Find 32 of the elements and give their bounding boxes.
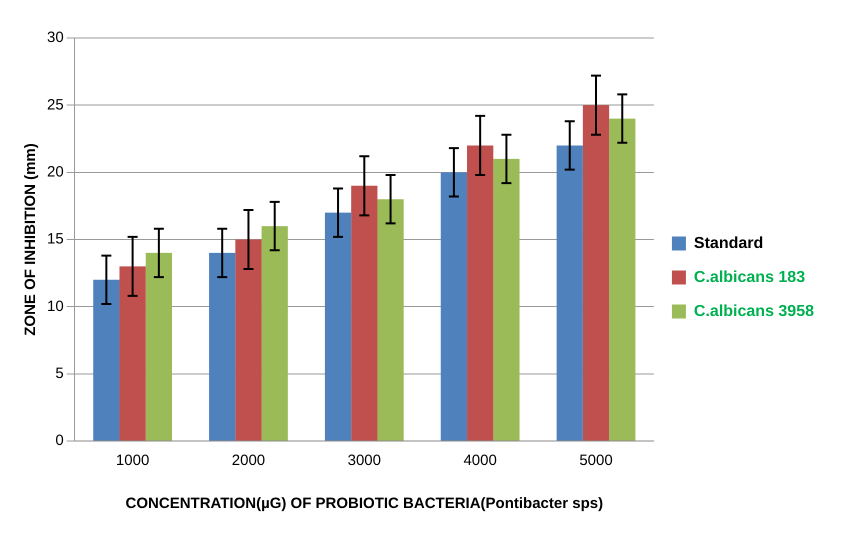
x-tick-label: 2000: [232, 452, 266, 470]
bar: [609, 118, 636, 440]
bar: [493, 158, 520, 440]
y-axis-title: ZONE OF INHIBITION (mm): [22, 143, 40, 336]
legend-label: C.albicans 3958: [694, 302, 814, 320]
bar: [262, 226, 288, 440]
bar: [235, 240, 262, 440]
y-tick-label: 20: [46, 163, 64, 180]
y-tick-label: 10: [46, 298, 64, 315]
bar: [209, 252, 236, 440]
bar: [93, 280, 120, 440]
bar: [146, 252, 172, 440]
bar: [582, 105, 610, 440]
bar: [119, 266, 146, 440]
x-axis-title: CONCENTRATION(µG) OF PROBIOTIC BACTERIA(Pontibacter sps): [126, 495, 604, 512]
bar: [351, 186, 378, 440]
y-tick-label: 15: [46, 230, 64, 248]
legend-label: Standard: [694, 234, 764, 252]
bar: [556, 145, 583, 440]
x-tick-label: 5000: [579, 452, 613, 470]
x-tick-label: 3000: [348, 452, 381, 470]
legend-label: C.albicans 183: [694, 268, 806, 286]
bar: [324, 212, 352, 440]
bar: [377, 199, 404, 440]
x-tick-label: 1000: [116, 452, 150, 470]
y-tick-label: 25: [46, 96, 64, 114]
y-tick-label: 30: [46, 29, 64, 46]
bar: [440, 172, 468, 440]
bar: [467, 145, 494, 440]
y-tick-label: 5: [55, 364, 64, 382]
y-tick-label: 0: [55, 432, 64, 450]
x-tick-label: 4000: [463, 452, 497, 470]
